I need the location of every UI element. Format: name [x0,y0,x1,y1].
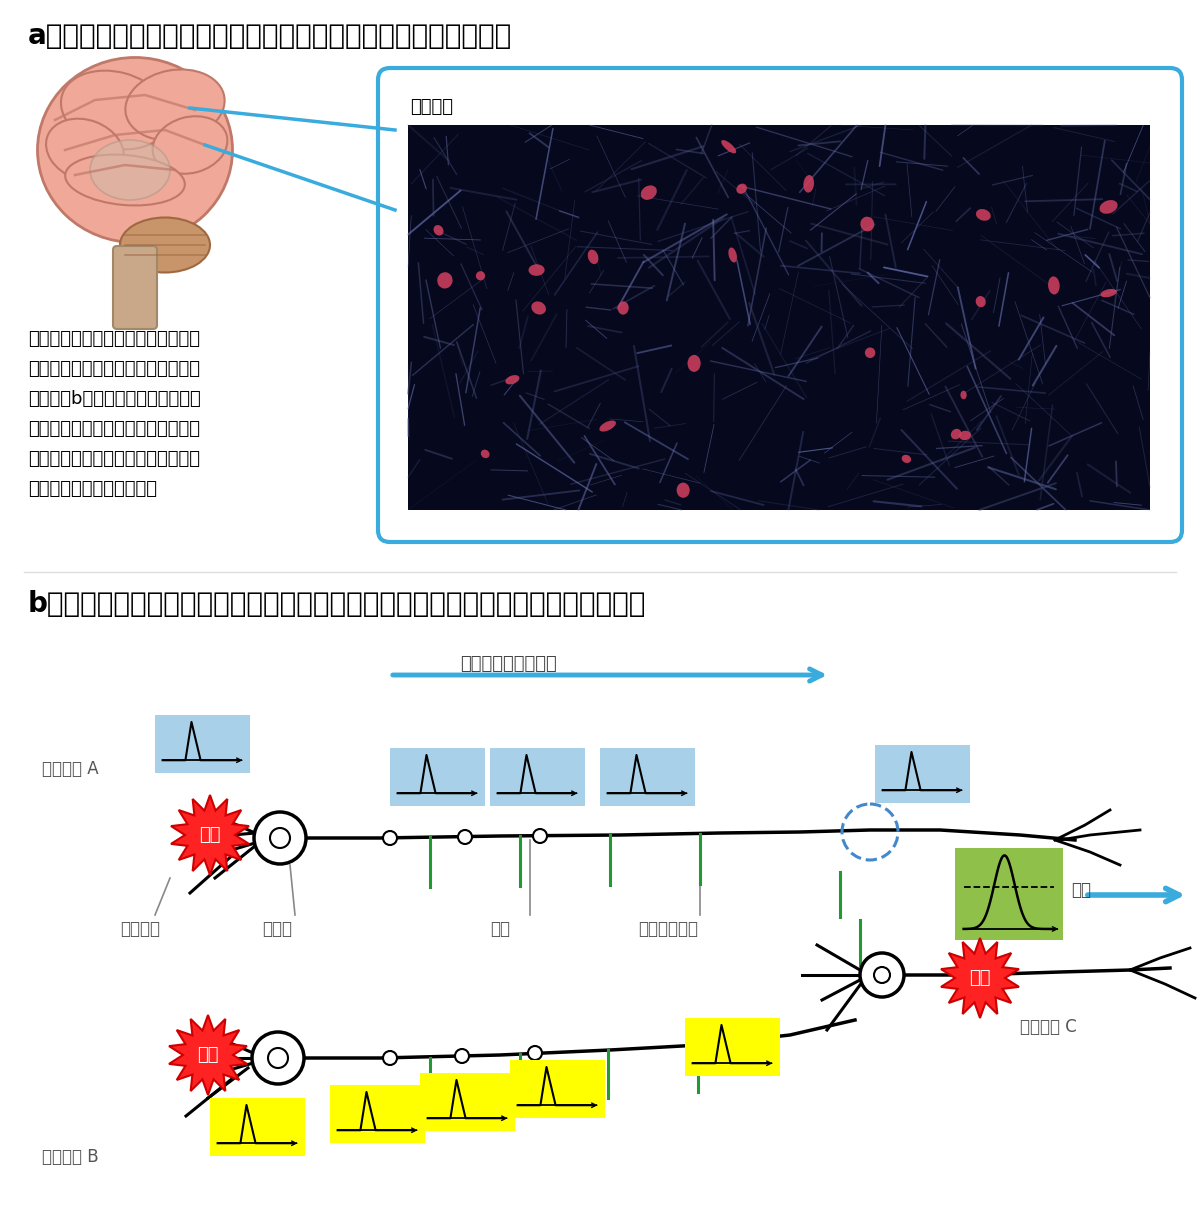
Circle shape [270,828,290,848]
Polygon shape [172,795,248,875]
Text: 発火: 発火 [199,826,221,844]
Circle shape [874,967,890,983]
Text: 神絏細胞 C: 神絏細胞 C [1020,1018,1076,1037]
Ellipse shape [960,391,967,400]
Bar [155,715,250,773]
Text: る軸索と、「入口」である樹状突起: る軸索と、「入口」である樹状突起 [28,361,200,378]
Ellipse shape [481,449,490,458]
Bar [510,1060,605,1118]
Polygon shape [941,938,1019,1018]
Text: 神絏細胞 A: 神絏細胞 A [42,760,98,778]
Text: 細胞体: 細胞体 [262,920,292,938]
Bar [955,848,1063,940]
Ellipse shape [532,301,546,314]
Bar [408,125,1150,510]
Ellipse shape [976,296,985,307]
Ellipse shape [721,140,737,153]
Ellipse shape [728,247,737,262]
Ellipse shape [950,429,961,440]
Text: a　脳の中では、神絏細胞が複雑なネットワークをつくっている: a 脳の中では、神絏細胞が複雑なネットワークをつくっている [28,22,512,50]
Bar [875,745,970,803]
Ellipse shape [641,185,656,200]
Ellipse shape [599,420,616,431]
Ellipse shape [90,140,170,200]
Text: 発火が伝わっていく: 発火が伝わっていく [460,655,557,674]
Ellipse shape [688,354,701,371]
Bar [390,748,485,806]
Ellipse shape [959,431,971,440]
Text: 神絏細胞 B: 神絏細胞 B [42,1149,98,1166]
Circle shape [268,1047,288,1068]
Ellipse shape [618,301,629,314]
Bar [490,748,586,806]
Ellipse shape [433,225,444,235]
Ellipse shape [61,71,169,150]
Bar [600,748,695,806]
Ellipse shape [476,272,485,280]
Text: シナプス結合: シナプス結合 [638,920,698,938]
Ellipse shape [803,175,814,192]
Circle shape [383,831,397,845]
Ellipse shape [901,454,911,463]
Text: b　１つ１つの神絏細胞は、発火という電気的な現象を利用して信号を伝えている: b １つ１つの神絏細胞は、発火という電気的な現象を利用して信号を伝えている [28,590,647,618]
Polygon shape [169,1015,247,1095]
Bar [685,1018,780,1075]
Text: に結合をつくることで複雑なネット: に結合をつくることで複雑なネット [28,449,200,468]
Circle shape [458,829,472,844]
Circle shape [455,1049,469,1063]
Ellipse shape [865,347,875,358]
Ellipse shape [46,118,124,181]
Circle shape [528,1046,542,1060]
Ellipse shape [976,209,991,220]
Ellipse shape [120,218,210,273]
Circle shape [383,1051,397,1065]
Ellipse shape [1100,289,1117,297]
Text: 閾値: 閾値 [1072,881,1091,899]
Text: ワークが形成されている。: ワークが形成されている。 [28,480,157,498]
Circle shape [252,1032,304,1084]
Ellipse shape [125,69,224,140]
Ellipse shape [1099,200,1117,213]
Bar [210,1097,305,1156]
Ellipse shape [437,272,452,289]
Text: 樹状突起: 樹状突起 [120,920,160,938]
Text: 発火: 発火 [970,970,991,987]
Ellipse shape [505,375,520,385]
Ellipse shape [37,57,233,242]
Ellipse shape [677,482,690,498]
Circle shape [860,952,904,998]
Text: イメージ: イメージ [410,97,454,116]
Ellipse shape [528,264,545,275]
Ellipse shape [65,155,185,206]
Ellipse shape [860,217,875,231]
Circle shape [254,812,306,864]
Circle shape [533,829,547,843]
Ellipse shape [1048,276,1060,295]
Ellipse shape [737,184,746,194]
Ellipse shape [588,250,599,264]
Text: がある（b参照）。脳内では、多数: がある（b参照）。脳内では、多数 [28,390,200,408]
Text: 軸索: 軸索 [490,920,510,938]
Text: 発火: 発火 [197,1046,218,1065]
FancyBboxPatch shape [378,68,1182,542]
Bar [420,1073,515,1132]
Ellipse shape [152,116,228,174]
Text: の神絏細胞の軸索と樹状突起が互い: の神絏細胞の軸索と樹状突起が互い [28,420,200,438]
Bar [330,1085,425,1142]
FancyBboxPatch shape [113,246,157,329]
Text: 神絏細胞には、信号の「出口」であ: 神絏細胞には、信号の「出口」であ [28,330,200,348]
